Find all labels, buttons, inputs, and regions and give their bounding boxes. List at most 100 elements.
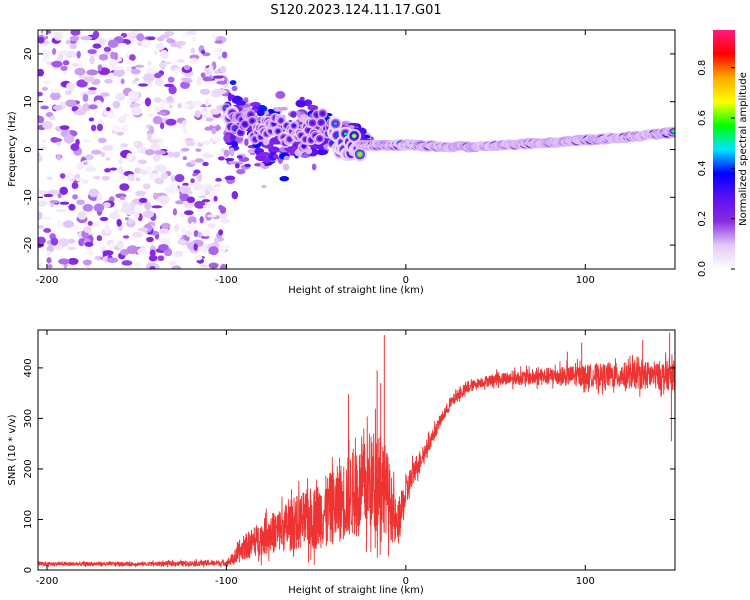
noise-blob bbox=[64, 90, 72, 96]
noise-blob bbox=[172, 151, 181, 158]
noise-blob bbox=[135, 190, 146, 197]
noise-blob bbox=[83, 76, 96, 83]
snr-x-ticks: -200 -100 0 100 bbox=[36, 330, 595, 587]
noise-blob bbox=[201, 187, 206, 196]
noise-blob bbox=[126, 32, 138, 37]
noise-blob bbox=[49, 200, 60, 204]
noise-blob bbox=[190, 47, 196, 54]
noise-blob bbox=[311, 163, 317, 171]
noise-blob bbox=[229, 134, 236, 142]
noise-blob bbox=[190, 178, 195, 184]
snr-x-tick-label-3: 100 bbox=[576, 576, 595, 587]
noise-blob bbox=[146, 81, 153, 86]
noise-blob bbox=[118, 158, 123, 165]
spectrogram-y-tick-label-0: -20 bbox=[23, 237, 34, 253]
noise-blob bbox=[153, 50, 158, 55]
noise-blob bbox=[177, 102, 182, 109]
noise-blob bbox=[160, 172, 168, 180]
noise-blob bbox=[127, 173, 136, 182]
noise-blob bbox=[109, 167, 118, 171]
noise-blob bbox=[151, 205, 163, 209]
noise-blob bbox=[142, 210, 154, 218]
noise-blob bbox=[160, 99, 166, 108]
noise-blob bbox=[159, 34, 170, 39]
noise-blob bbox=[131, 231, 143, 238]
spectrogram-x-tick-label-3: 100 bbox=[576, 275, 595, 286]
noise-blob bbox=[152, 153, 161, 162]
colorbar-tick-label-4: 0.8 bbox=[697, 60, 708, 76]
noise-blob bbox=[158, 195, 170, 205]
noise-blob bbox=[108, 242, 116, 249]
noise-blob bbox=[254, 163, 261, 167]
noise-blob bbox=[275, 91, 286, 99]
noise-blob bbox=[135, 177, 141, 182]
noise-blob bbox=[179, 185, 191, 193]
noise-blob bbox=[187, 216, 197, 225]
noise-blob bbox=[167, 76, 175, 83]
noise-blob bbox=[250, 101, 261, 107]
noise-blob bbox=[161, 222, 171, 229]
noise-blob bbox=[38, 190, 49, 195]
noise-blob bbox=[82, 203, 94, 212]
noise-blob bbox=[41, 86, 48, 91]
noise-blob bbox=[201, 199, 211, 203]
spectrogram-y-label: Frequency (Hz) bbox=[7, 111, 18, 187]
noise-blob bbox=[295, 99, 307, 108]
noise-blob bbox=[180, 81, 191, 90]
noise-blob bbox=[213, 47, 223, 52]
noise-blob bbox=[59, 186, 69, 196]
noise-blob bbox=[208, 64, 214, 73]
noise-blob bbox=[202, 161, 209, 167]
colorbar-tick-label-2: 0.4 bbox=[697, 160, 708, 176]
noise-blob bbox=[58, 258, 70, 265]
noise-blob bbox=[183, 79, 193, 83]
spectrogram-y-tick-label-2: 0 bbox=[23, 146, 34, 152]
noise-blob bbox=[104, 78, 113, 84]
ridge-blob bbox=[249, 113, 253, 117]
noise-blob bbox=[116, 240, 124, 249]
noise-blob bbox=[93, 203, 105, 213]
snr-y-tick-label-1: 100 bbox=[23, 510, 34, 529]
noise-blob bbox=[154, 72, 162, 79]
noise-blob bbox=[104, 51, 111, 55]
noise-blob bbox=[177, 43, 182, 50]
noise-blob bbox=[96, 197, 102, 202]
noise-blob bbox=[42, 139, 47, 144]
noise-blob bbox=[145, 67, 157, 75]
noise-blob bbox=[134, 204, 142, 213]
noise-blob bbox=[109, 211, 120, 220]
noise-blob bbox=[67, 257, 79, 265]
noise-blob bbox=[116, 218, 122, 227]
noise-blob bbox=[46, 61, 52, 65]
noise-blob bbox=[75, 178, 83, 182]
noise-blob bbox=[173, 67, 179, 76]
noise-blob bbox=[231, 191, 239, 200]
noise-blob bbox=[110, 51, 116, 60]
noise-blob bbox=[72, 194, 78, 200]
noise-blob bbox=[66, 246, 77, 251]
noise-blob bbox=[208, 246, 219, 256]
noise-blob bbox=[105, 157, 111, 161]
noise-blob bbox=[74, 67, 86, 76]
noise-blob bbox=[217, 55, 224, 60]
noise-blob bbox=[236, 168, 246, 175]
noise-blob bbox=[98, 37, 106, 45]
noise-blob bbox=[153, 150, 166, 155]
noise-blob bbox=[235, 100, 247, 106]
noise-blob bbox=[165, 118, 177, 126]
noise-blob bbox=[180, 147, 190, 152]
noise-blob bbox=[133, 140, 140, 146]
noise-blob bbox=[208, 262, 219, 269]
noise-blob bbox=[126, 152, 133, 161]
ridge-blob bbox=[333, 122, 338, 126]
figure-title: S120.2023.124.11.17.G01 bbox=[270, 3, 441, 18]
noise-blob bbox=[144, 149, 155, 156]
noise-blob bbox=[202, 76, 213, 82]
spectrogram-y-ticks: -20 -10 0 10 20 bbox=[23, 48, 675, 253]
noise-blob bbox=[119, 183, 130, 191]
noise-blob bbox=[78, 75, 86, 79]
colorbar-tick-label-1: 0.2 bbox=[697, 211, 708, 227]
noise-blob bbox=[234, 163, 240, 169]
noise-blob bbox=[159, 227, 170, 235]
